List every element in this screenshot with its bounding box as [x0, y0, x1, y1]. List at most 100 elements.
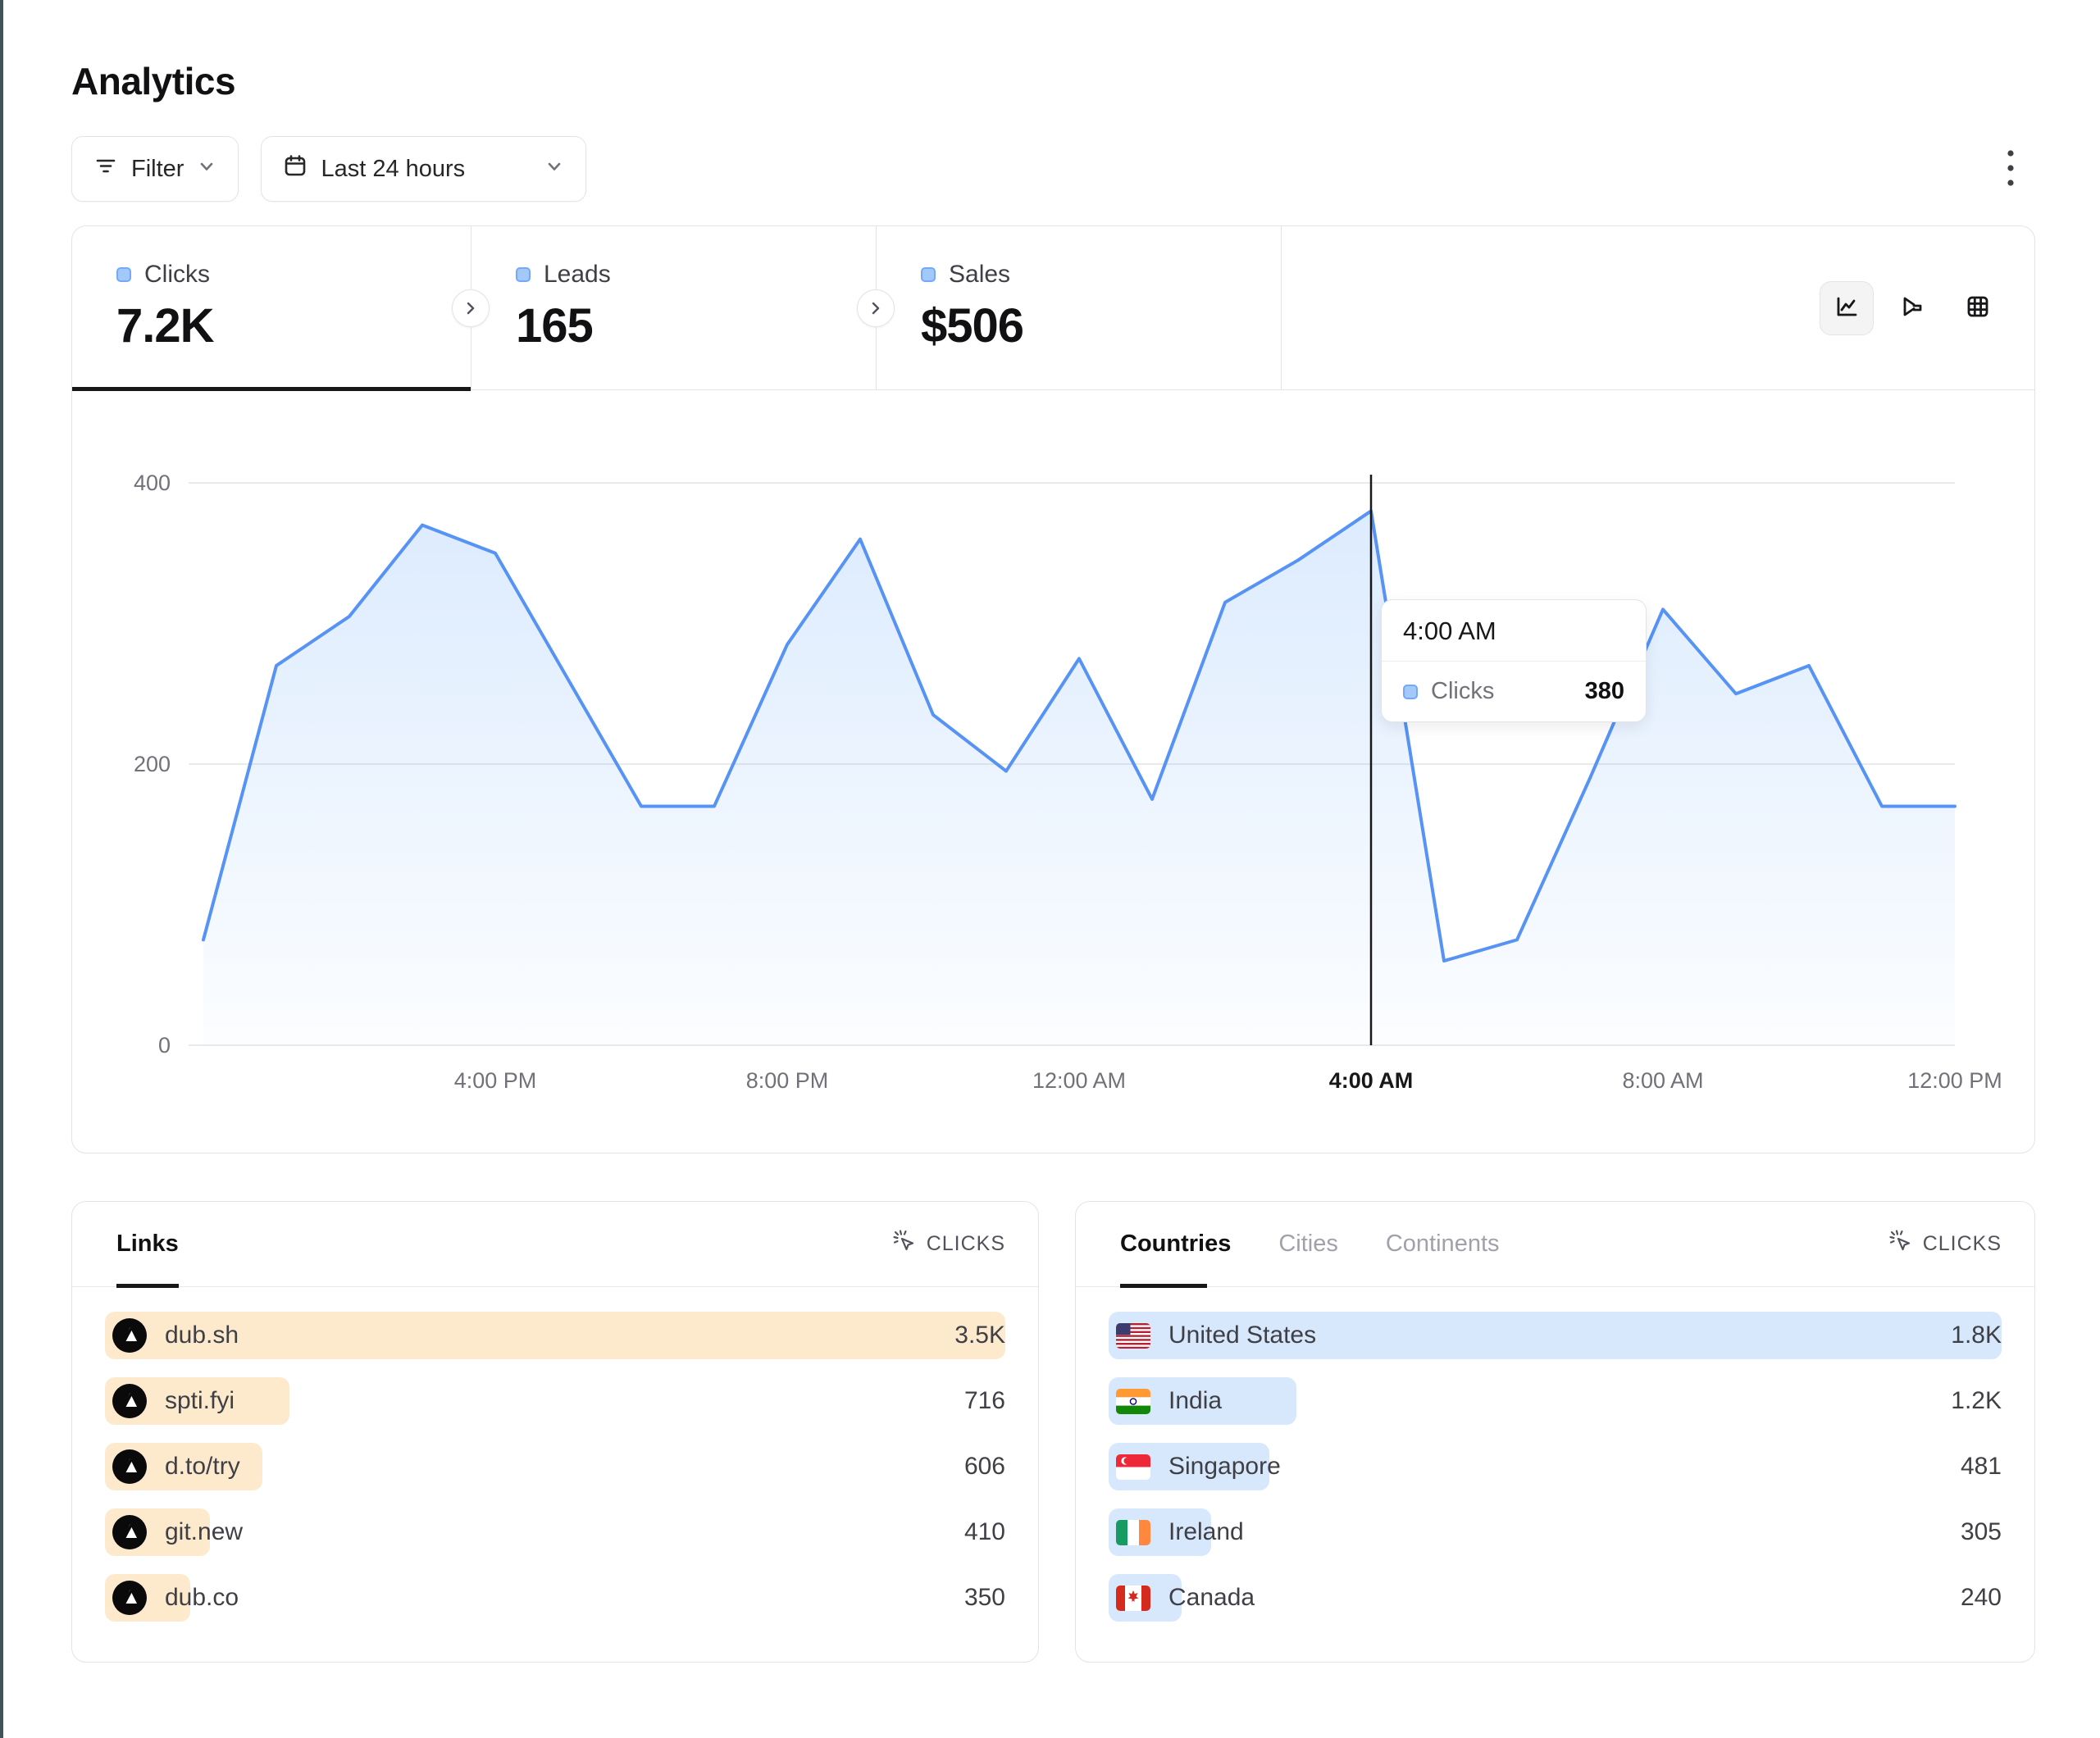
leads-legend-square-icon [516, 267, 531, 282]
analytics-chart-card: Clicks 7.2K Leads 165 [71, 225, 2035, 1153]
country-row-ireland[interactable]: Ireland 305 [1109, 1508, 2002, 1556]
stat-value: 165 [516, 299, 594, 353]
funnel-chart-view-button[interactable] [1885, 281, 1939, 335]
canada-flag-icon [1116, 1585, 1150, 1611]
link-row-spti-fyi[interactable]: spti.fyi 716 [105, 1377, 1005, 1425]
svg-text:12:00 AM: 12:00 AM [1032, 1068, 1126, 1093]
dub-logo-icon [112, 1449, 147, 1484]
link-value: 410 [963, 1518, 1005, 1545]
stat-top: Clicks [116, 261, 471, 289]
svg-text:0: 0 [158, 1033, 171, 1058]
row-content: Singapore [1109, 1453, 1281, 1481]
bar [1109, 1312, 2002, 1359]
link-label: git.new [165, 1518, 244, 1545]
row-content: spti.fyi [105, 1384, 235, 1418]
countries-metric-selector[interactable]: CLICKS [1888, 1229, 2002, 1259]
link-label: dub.sh [165, 1322, 239, 1349]
countries-panel-tabs: Countries Cities Continents [1120, 1202, 1500, 1288]
country-row-canada[interactable]: Canada 240 [1109, 1574, 2002, 1622]
clicks-legend-square-icon [116, 267, 131, 282]
link-row-dub-sh[interactable]: dub.sh 3.5K [105, 1312, 1005, 1359]
row-content: dub.co [105, 1581, 239, 1615]
svg-text:400: 400 [134, 471, 171, 495]
more-options-button[interactable] [1986, 144, 2035, 193]
row-content: United States [1109, 1322, 1316, 1349]
tab-continents[interactable]: Continents [1385, 1231, 1500, 1257]
clicks-legend-square-icon [1403, 684, 1418, 699]
country-row-india[interactable]: India 1.2K [1109, 1377, 2002, 1425]
country-label: United States [1168, 1322, 1317, 1349]
stats-row: Clicks 7.2K Leads 165 [72, 226, 2034, 391]
ireland-flag-icon [1116, 1519, 1150, 1545]
date-range-button[interactable]: Last 24 hours [261, 136, 587, 202]
line-chart-view-button[interactable] [1820, 280, 1874, 335]
tab-links[interactable]: Links [116, 1202, 179, 1288]
dub-logo-icon [112, 1581, 147, 1615]
filter-button-label: Filter [131, 155, 184, 182]
tooltip-row: Clicks 380 [1382, 662, 1646, 721]
date-range-label: Last 24 hours [321, 155, 466, 182]
link-row-git-new[interactable]: git.new 410 [105, 1508, 1005, 1556]
bar [105, 1312, 1005, 1359]
links-panel-tabs: Links [116, 1202, 179, 1288]
cursor-click-icon [1888, 1229, 1913, 1259]
country-value: 481 [1960, 1453, 2002, 1480]
country-value: 240 [1960, 1584, 2002, 1611]
stat-value: $506 [921, 299, 1024, 353]
stat-top: Sales [921, 261, 1281, 289]
countries-panel: Countries Cities Continents CLICKS [1075, 1201, 2035, 1663]
breakdown-panels: Links CLICKS dub.sh [71, 1201, 2035, 1663]
dub-logo-icon [112, 1384, 147, 1418]
chart-tooltip: 4:00 AM Clicks 380 [1381, 599, 1647, 722]
links-metric-label: CLICKS [926, 1232, 1005, 1255]
link-row-dub-co[interactable]: dub.co 350 [105, 1574, 1005, 1622]
tab-countries[interactable]: Countries [1120, 1202, 1231, 1288]
funnel-chart-icon [1897, 292, 1927, 324]
kebab-menu-icon [2005, 147, 2016, 192]
link-row-d-to-try[interactable]: d.to/try 606 [105, 1443, 1005, 1490]
india-flag-icon [1116, 1388, 1150, 1414]
stat-label: Sales [949, 261, 1011, 288]
row-content: dub.sh [105, 1318, 239, 1353]
link-label: d.to/try [165, 1453, 240, 1480]
country-row-united-states[interactable]: United States 1.8K [1109, 1312, 2002, 1359]
chevron-down-icon [544, 156, 564, 183]
expand-stat-button[interactable] [857, 289, 895, 327]
countries-panel-header: Countries Cities Continents CLICKS [1076, 1202, 2034, 1288]
svg-text:200: 200 [134, 752, 171, 776]
stat-tab-clicks[interactable]: Clicks 7.2K [72, 226, 490, 391]
link-label: dub.co [165, 1584, 239, 1611]
toolbar: Filter Last 24 hours [71, 136, 2035, 202]
link-value: 606 [963, 1453, 1005, 1480]
sales-legend-square-icon [921, 267, 936, 282]
stat-tab-leads[interactable]: Leads 165 [471, 226, 895, 389]
page-title: Analytics [71, 60, 236, 102]
links-panel: Links CLICKS dub.sh [71, 1201, 1039, 1663]
link-value: 3.5K [954, 1322, 1005, 1349]
stat-top: Leads [516, 261, 876, 289]
dub-logo-icon [112, 1515, 147, 1549]
stat-value: 7.2K [116, 299, 215, 353]
area-chart-canvas: 0 200 400 4:00 PM 8:00 PM 12:00 AM 4:00 AM 8:00… [134, 471, 2002, 1093]
row-content: d.to/try [105, 1449, 240, 1484]
links-panel-header: Links CLICKS [72, 1202, 1038, 1288]
table-grid-icon [1963, 292, 1993, 324]
clicks-time-series-chart[interactable]: 0 200 400 4:00 PM 8:00 PM 12:00 AM 4:00 AM 8:00… [72, 390, 2036, 1153]
link-value: 350 [963, 1584, 1005, 1611]
filter-button[interactable]: Filter [71, 136, 239, 202]
row-content: Canada [1109, 1584, 1255, 1612]
table-view-button[interactable] [1951, 281, 2005, 335]
svg-text:4:00 AM: 4:00 AM [1329, 1068, 1414, 1093]
country-label: Singapore [1168, 1453, 1281, 1480]
expand-stat-button[interactable] [452, 289, 490, 327]
row-content: Ireland [1109, 1518, 1244, 1546]
links-metric-selector[interactable]: CLICKS [892, 1229, 1005, 1259]
tooltip-time: 4:00 AM [1382, 600, 1646, 662]
stat-tab-sales[interactable]: Sales $506 [877, 226, 1282, 389]
tab-cities[interactable]: Cities [1278, 1231, 1338, 1257]
countries-metric-label: CLICKS [1922, 1232, 2002, 1255]
tooltip-series-label: Clicks [1431, 678, 1495, 704]
svg-text:8:00 PM: 8:00 PM [746, 1068, 829, 1093]
stat-label: Clicks [144, 261, 210, 288]
country-row-singapore[interactable]: Singapore 481 [1109, 1443, 2002, 1490]
